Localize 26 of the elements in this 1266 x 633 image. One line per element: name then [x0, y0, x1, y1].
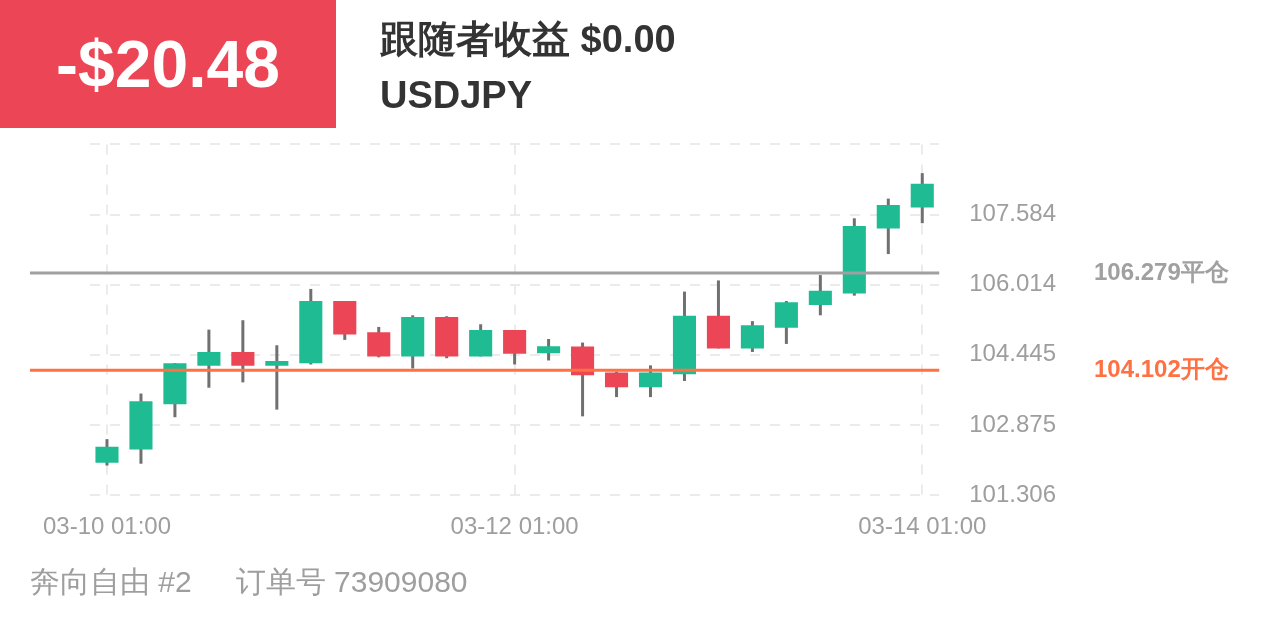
candlestick — [910, 173, 934, 225]
chart-title: 跟随者收益 $0.00 — [380, 17, 676, 62]
chart-subtitle: USDJPY — [380, 74, 533, 117]
candlestick — [638, 365, 663, 399]
candlestick — [876, 198, 900, 256]
candlestick — [265, 345, 289, 410]
text: 奔向自由 #2 — [30, 564, 192, 600]
candlestick — [537, 339, 561, 361]
y-tick-label: 102.875 — [969, 409, 1057, 437]
candlestick — [740, 321, 764, 352]
candlestick — [197, 329, 221, 388]
candlestick — [604, 371, 629, 399]
x-tick-label: 03-12 01:00 — [450, 512, 579, 540]
y-tick-label: 107.584 — [969, 199, 1057, 227]
candlestick — [503, 330, 527, 365]
candlestick — [231, 320, 255, 383]
y-tick-label: 101.306 — [969, 479, 1057, 507]
y-tick-label: 106.014 — [969, 269, 1057, 297]
candlestick — [808, 275, 832, 316]
candlestick — [95, 439, 119, 466]
ref-line-label: 106.279平仓 — [1094, 257, 1230, 285]
y-tick-label: 104.445 — [969, 339, 1057, 367]
x-tick-label: 03-14 01:00 — [858, 512, 987, 540]
text: 订单号 73909080 — [235, 564, 468, 600]
x-tick-label: 03-10 01:00 — [42, 512, 172, 540]
ref-line-label: 104.102开仓 — [1094, 354, 1230, 382]
